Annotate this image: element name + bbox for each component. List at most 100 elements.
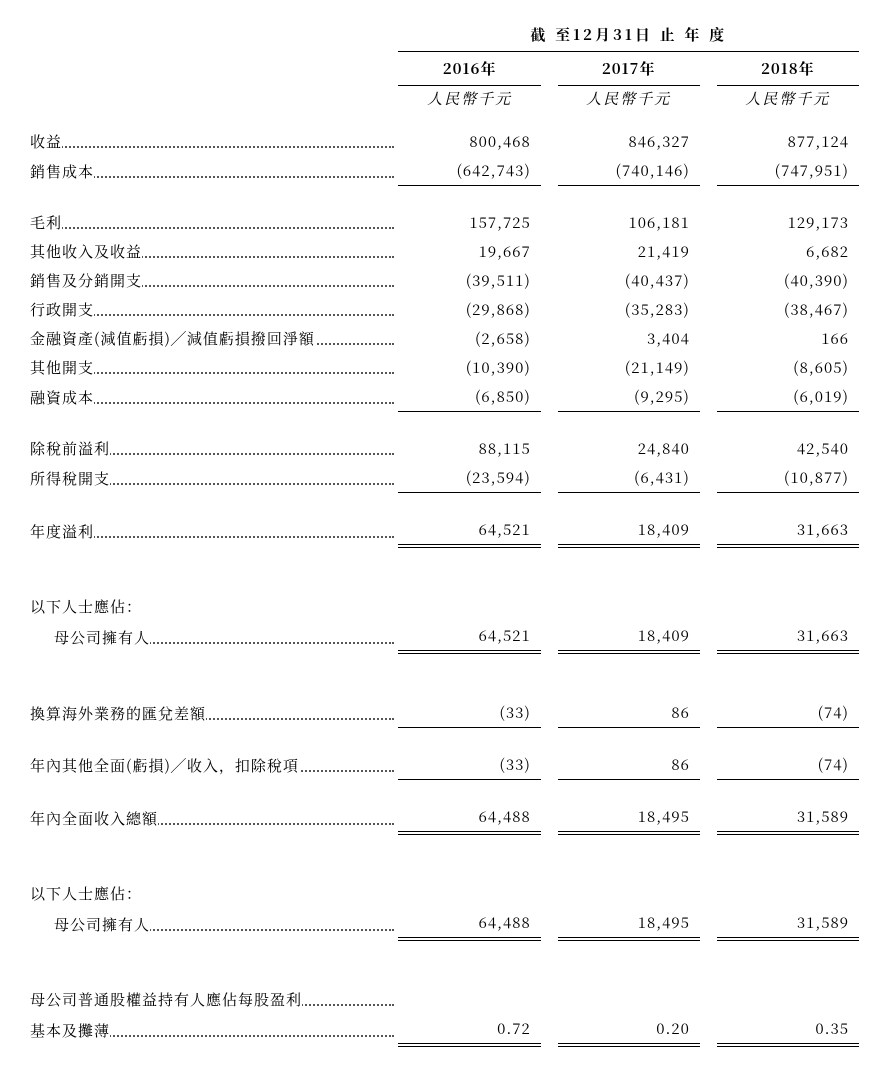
val: 3,404: [558, 324, 700, 353]
val: 64,488: [398, 802, 540, 833]
label: 毛利: [30, 212, 62, 233]
label: 除稅前溢利: [30, 438, 110, 459]
unit-2016: 人民幣千元: [398, 86, 540, 128]
val: 6,682: [717, 237, 859, 266]
val: 64,521: [398, 515, 540, 546]
val: (29,868): [398, 295, 540, 324]
val: 18,495: [558, 908, 700, 939]
row-revenue: 收益 800,468 846,327 877,124: [30, 127, 859, 156]
row-other-exp: 其他開支 (10,390) (21,149) (8,605): [30, 353, 859, 382]
val: 31,589: [717, 908, 859, 939]
row-profit-year: 年度溢利 64,521 18,409 31,663: [30, 515, 859, 546]
val: (747,951): [717, 156, 859, 186]
val: (40,437): [558, 266, 700, 295]
label: 以下人士應佔：: [30, 883, 142, 904]
label-cogs: 銷售成本: [30, 161, 94, 182]
val: 86: [558, 750, 700, 780]
row-eps-basic: 基本及攤薄 0.72 0.20 0.35: [30, 1014, 859, 1045]
val: (33): [398, 698, 540, 728]
val: 31,589: [717, 802, 859, 833]
period-title: 截 至12月31日 止 年 度: [398, 20, 859, 52]
label: 基本及攤薄: [30, 1020, 110, 1041]
val: 0.72: [398, 1014, 540, 1045]
val: (74): [717, 750, 859, 780]
val: (39,511): [398, 266, 540, 295]
val: 64,488: [398, 908, 540, 939]
row-attrib-heading1: 以下人士應佔：: [30, 592, 859, 621]
val: 800,468: [398, 127, 540, 156]
row-total-ci: 年內全面收入總額 64,488 18,495 31,589: [30, 802, 859, 833]
val: 21,419: [558, 237, 700, 266]
row-oci: 年內其他全面(虧損)╱收入，扣除稅項 (33) 86 (74): [30, 750, 859, 780]
val: 877,124: [717, 127, 859, 156]
row-attrib-heading2: 以下人士應佔：: [30, 879, 859, 908]
year-2017: 2017年: [558, 52, 700, 86]
year-2016: 2016年: [398, 52, 540, 86]
label: 年度溢利: [30, 521, 94, 542]
val: (74): [717, 698, 859, 728]
financial-table: 截 至12月31日 止 年 度 2016年 2017年 2018年 人民幣千元 …: [30, 20, 859, 1047]
val: (21,149): [558, 353, 700, 382]
val: (642,743): [398, 156, 540, 186]
val: 166: [717, 324, 859, 353]
unit-2017: 人民幣千元: [558, 86, 700, 128]
val: 86: [558, 698, 700, 728]
val: 88,115: [398, 434, 540, 463]
val: (2,658): [398, 324, 540, 353]
row-attrib-parent2: 母公司擁有人 64,488 18,495 31,589: [30, 908, 859, 939]
val: 0.20: [558, 1014, 700, 1045]
val: 106,181: [558, 208, 700, 237]
val: (23,594): [398, 463, 540, 493]
unit-2018: 人民幣千元: [717, 86, 859, 128]
val: 846,327: [558, 127, 700, 156]
row-fx-diff: 換算海外業務的匯兌差額 (33) 86 (74): [30, 698, 859, 728]
row-impairment: 金融資產(減值虧損)╱減值虧損撥回淨額 (2,658) 3,404 166: [30, 324, 859, 353]
val: (6,850): [398, 382, 540, 412]
label: 年內其他全面(虧損)╱收入，扣除稅項: [30, 755, 299, 776]
val: (38,467): [717, 295, 859, 324]
label: 以下人士應佔：: [30, 596, 142, 617]
val: 19,667: [398, 237, 540, 266]
val: 64,521: [398, 621, 540, 652]
val: (6,431): [558, 463, 700, 493]
val: 0.35: [717, 1014, 859, 1045]
val: (6,019): [717, 382, 859, 412]
row-gross-profit: 毛利 157,725 106,181 129,173: [30, 208, 859, 237]
row-attrib-parent1: 母公司擁有人 64,521 18,409 31,663: [30, 621, 859, 652]
val: (740,146): [558, 156, 700, 186]
val: (9,295): [558, 382, 700, 412]
row-finance-cost: 融資成本 (6,850) (9,295) (6,019): [30, 382, 859, 412]
val: 42,540: [717, 434, 859, 463]
val: (8,605): [717, 353, 859, 382]
val: 157,725: [398, 208, 540, 237]
val: (35,283): [558, 295, 700, 324]
val: 31,663: [717, 515, 859, 546]
val: 18,495: [558, 802, 700, 833]
val: 129,173: [717, 208, 859, 237]
label: 所得稅開支: [30, 468, 110, 489]
val: (10,877): [717, 463, 859, 493]
label: 年內全面收入總額: [30, 808, 158, 829]
label: 其他開支: [30, 357, 94, 378]
val: (10,390): [398, 353, 540, 382]
row-other-income: 其他收入及收益 19,667 21,419 6,682: [30, 237, 859, 266]
row-selling-exp: 銷售及分銷開支 (39,511) (40,437) (40,390): [30, 266, 859, 295]
label: 融資成本: [30, 387, 94, 408]
label-revenue: 收益: [30, 131, 62, 152]
val: 18,409: [558, 621, 700, 652]
val: (40,390): [717, 266, 859, 295]
val: 31,663: [717, 621, 859, 652]
label: 其他收入及收益: [30, 241, 142, 262]
year-2018: 2018年: [717, 52, 859, 86]
label: 行政開支: [30, 299, 94, 320]
val: (33): [398, 750, 540, 780]
val: 24,840: [558, 434, 700, 463]
row-tax: 所得稅開支 (23,594) (6,431) (10,877): [30, 463, 859, 493]
label: 銷售及分銷開支: [30, 270, 142, 291]
label: 換算海外業務的匯兌差額: [30, 703, 206, 724]
label: 母公司擁有人: [30, 914, 150, 935]
label: 母公司擁有人: [30, 627, 150, 648]
row-cogs: 銷售成本 (642,743) (740,146) (747,951): [30, 156, 859, 186]
row-pbt: 除稅前溢利 88,115 24,840 42,540: [30, 434, 859, 463]
label: 金融資產(減值虧損)╱減值虧損撥回淨額: [30, 328, 315, 349]
